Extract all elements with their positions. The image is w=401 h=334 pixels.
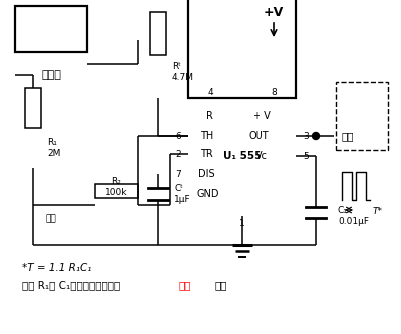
Text: U₁ 555: U₁ 555: [223, 151, 261, 161]
Text: Vc: Vc: [256, 151, 268, 161]
Text: 4: 4: [207, 88, 213, 97]
Bar: [15, 6, 87, 52]
Text: DIS: DIS: [198, 169, 215, 179]
Text: 7: 7: [175, 169, 181, 178]
Text: 时间: 时间: [214, 280, 227, 290]
Text: 2: 2: [175, 150, 181, 159]
Text: TH: TH: [200, 131, 213, 141]
Bar: [336, 82, 388, 150]
Text: C₁
0.01μF: C₁ 0.01μF: [338, 206, 369, 226]
Text: Cᵗ
1μF: Cᵗ 1μF: [174, 184, 190, 204]
Text: R₂
100k: R₂ 100k: [105, 177, 127, 197]
Text: 输出: 输出: [342, 131, 354, 141]
Text: 接触: 接触: [178, 280, 190, 290]
Text: 5: 5: [303, 152, 309, 161]
Circle shape: [312, 133, 320, 140]
Text: 1: 1: [239, 218, 245, 227]
Text: 阈値: 阈値: [46, 214, 57, 223]
Bar: [95, 184, 138, 198]
Text: + V: + V: [253, 111, 271, 121]
Text: 接触板: 接触板: [41, 70, 61, 80]
Bar: [188, 0, 296, 98]
Text: GND: GND: [196, 189, 219, 199]
Text: 选择 R₁和 C₁使脉宽大于预定的: 选择 R₁和 C₁使脉宽大于预定的: [22, 280, 120, 290]
Text: TR: TR: [200, 149, 213, 159]
Text: R: R: [206, 111, 213, 121]
Bar: [150, 12, 166, 55]
Text: *T = 1.1 R₁C₁: *T = 1.1 R₁C₁: [22, 263, 91, 273]
Text: Rᵗ
4.7M: Rᵗ 4.7M: [172, 62, 194, 82]
Text: 8: 8: [271, 88, 277, 97]
Text: R₁
2M: R₁ 2M: [47, 138, 61, 158]
Text: T*: T*: [373, 207, 383, 216]
Text: 3: 3: [303, 132, 309, 141]
Bar: [25, 88, 41, 128]
Text: 6: 6: [175, 132, 181, 141]
Text: +V: +V: [264, 5, 284, 18]
Text: OUT: OUT: [248, 131, 269, 141]
